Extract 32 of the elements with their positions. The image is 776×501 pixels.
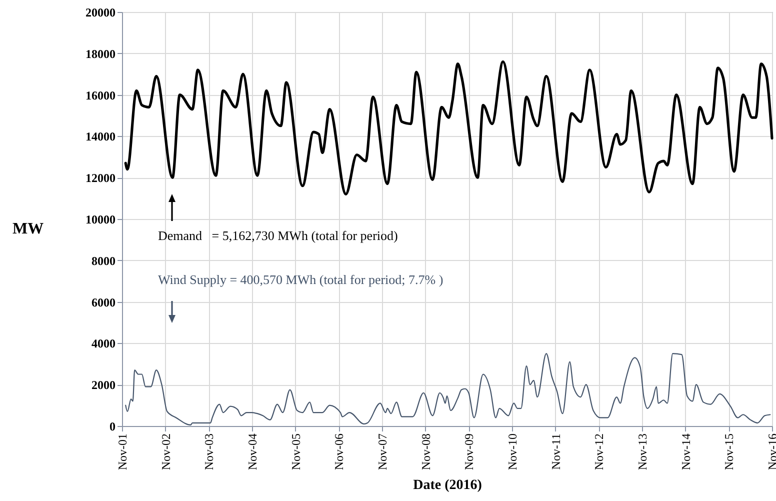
x-tick-label: Nov-09 <box>462 434 476 470</box>
x-tick-label: Nov-11 <box>548 434 563 470</box>
line-series <box>125 353 771 426</box>
line-series <box>124 60 774 196</box>
y-tick-label: 6000 <box>92 295 116 310</box>
annotation: Demand = 5,162,730 MWh (total for period) <box>158 228 398 243</box>
x-tick-label: Nov-01 <box>116 434 130 470</box>
y-tick-label: 10000 <box>86 212 116 226</box>
y-tick-label: 18000 <box>86 46 116 61</box>
y-tick-label: 12000 <box>86 171 116 186</box>
x-tick-label: Nov-13 <box>636 434 650 470</box>
y-axis-title: MW <box>12 220 44 238</box>
x-tick-label: Nov-15 <box>722 434 736 470</box>
x-tick-label: Nov-05 <box>288 434 303 470</box>
annotation: Wind Supply = 400,570 MWh (total for period; 7.7% ) <box>158 272 444 287</box>
x-tick-label: Nov-03 <box>202 434 216 470</box>
y-tick-label: 2000 <box>92 378 116 392</box>
x-tick-label: Nov-02 <box>158 434 173 470</box>
x-tick-label: Nov-06 <box>332 434 346 470</box>
y-tick-label: 4000 <box>92 336 116 351</box>
y-tick-label: 20000 <box>86 6 116 20</box>
x-axis-title: Date (2016) <box>413 478 482 494</box>
x-tick-label: Nov-14 <box>678 434 693 470</box>
y-tick-label: 14000 <box>86 130 116 144</box>
y-tick-label: 16000 <box>86 88 116 102</box>
x-tick-label: Nov-10 <box>506 434 520 470</box>
y-tick-label: 0 <box>110 420 116 434</box>
x-tick-label: Nov-04 <box>246 434 260 470</box>
x-tick-label: Nov-07 <box>376 434 390 470</box>
y-tick-label: 8000 <box>92 254 116 268</box>
x-tick-label: Nov-12 <box>592 434 606 470</box>
x-tick-label: Nov-08 <box>418 434 433 470</box>
